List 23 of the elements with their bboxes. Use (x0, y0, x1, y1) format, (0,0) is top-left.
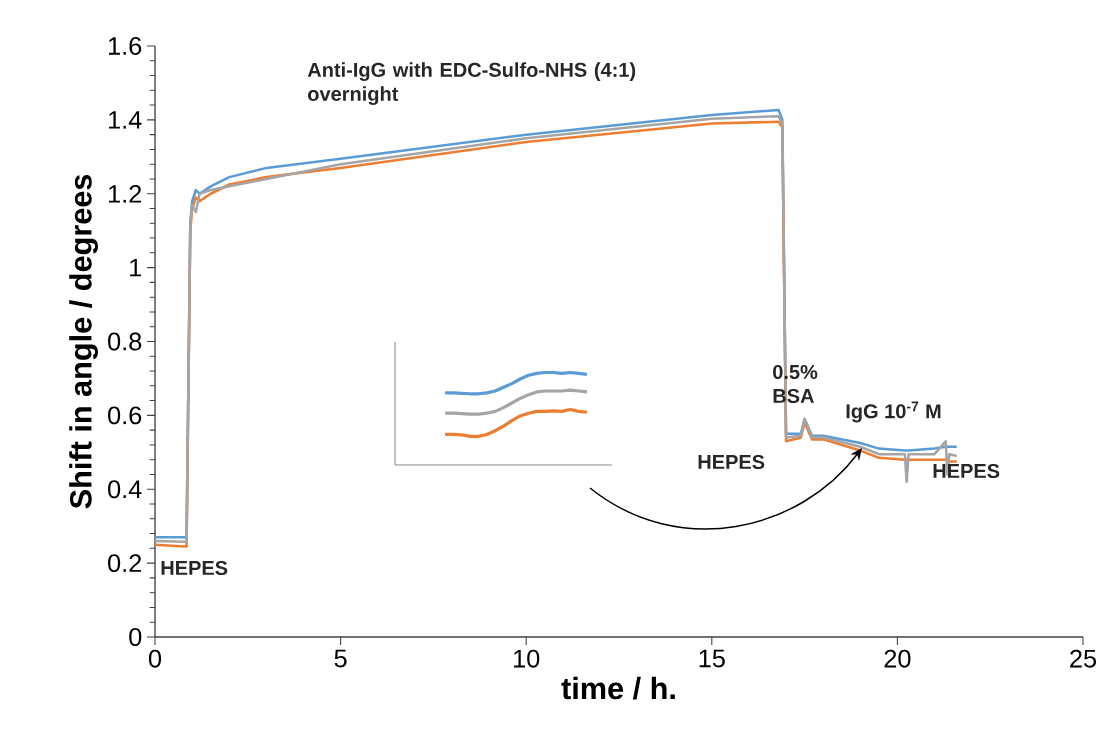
x-tick-label: 25 (1070, 649, 1097, 668)
x-tick-label: 10 (514, 649, 540, 668)
annotation: Anti-IgG with EDC-Sulfo-NHS (4:1) overnight (307, 62, 636, 105)
y-tick-label: 1 (130, 258, 142, 277)
y-tick-label: 1.4 (109, 111, 142, 129)
x-tick-label: 20 (884, 649, 911, 668)
annotation: IgG 10$^{-7}$ M (846, 401, 941, 423)
x-tick-label: 15 (699, 649, 725, 668)
x-tick-label: 0 (148, 649, 162, 668)
y-tick-label: 1.2 (109, 184, 142, 203)
y-tick-label: 0.6 (108, 406, 142, 425)
annotation: HEPES (161, 560, 228, 576)
y-tick-label: 0.2 (108, 554, 142, 573)
y-tick-label: 1.6 (109, 37, 142, 55)
x-axis-title: time / h. (561, 676, 675, 700)
y-tick-label: 0 (129, 628, 142, 646)
y-axis-title: Shift in angle / degrees (69, 174, 98, 509)
y-tick-label: 0.8 (108, 332, 142, 351)
annotation: 0.5% BSA (773, 364, 818, 404)
annotation: HEPES (933, 463, 1000, 479)
y-tick-label: 0.4 (108, 480, 142, 499)
annotation: HEPES (698, 454, 765, 470)
x-tick-label: 5 (334, 649, 347, 668)
